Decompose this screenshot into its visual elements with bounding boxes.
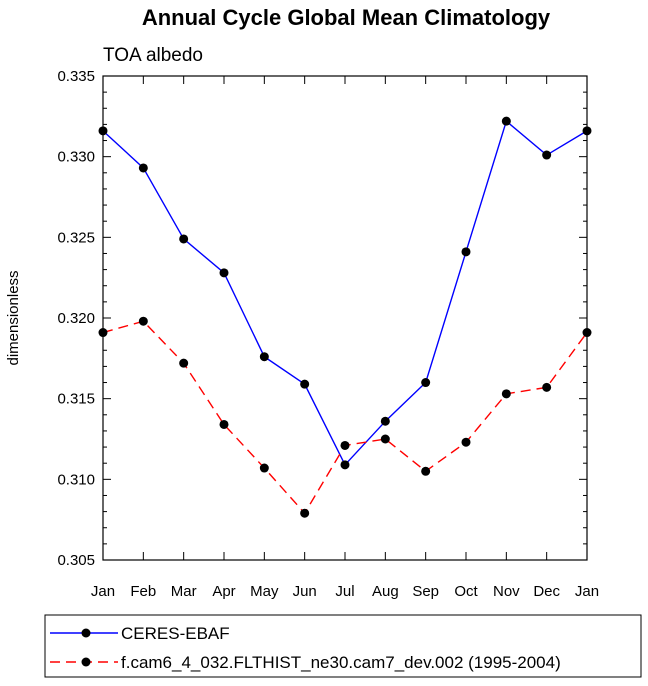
data-point — [461, 437, 471, 447]
x-tick-label: Nov — [493, 583, 520, 600]
data-point — [421, 378, 431, 388]
legend: CERES-EBAF f.cam6_4_032.FLTHIST_ne30.cam7… — [50, 624, 561, 672]
data-point — [340, 460, 350, 470]
data-point — [259, 352, 269, 362]
data-point — [582, 328, 592, 338]
data-point — [542, 382, 552, 392]
data-point — [138, 163, 148, 173]
legend-marker — [81, 628, 91, 638]
series-layer — [98, 116, 592, 518]
x-tick-label: Dec — [533, 583, 560, 600]
data-point — [501, 389, 511, 399]
series-line-1 — [102, 320, 588, 515]
x-tick-labels: Jan Feb Mar Apr May Jun Jul Aug Sep Oct Nov Dec Jan — [91, 583, 599, 600]
x-tick-label: Feb — [130, 583, 156, 600]
data-point — [179, 234, 189, 244]
x-tick-label: Jan — [91, 583, 115, 600]
data-point — [259, 463, 269, 473]
x-tick-label: Sep — [412, 583, 439, 600]
data-point — [582, 126, 592, 136]
legend-marker — [81, 657, 91, 667]
data-point — [219, 419, 229, 429]
x-tick-label: Jun — [293, 583, 317, 600]
data-point — [380, 416, 390, 426]
y-tick-label: 0.310 — [57, 471, 95, 488]
x-tick-label: Apr — [212, 583, 235, 600]
data-point — [219, 268, 229, 278]
data-point — [98, 126, 108, 136]
data-point — [421, 466, 431, 476]
y-tick-label: 0.315 — [57, 391, 95, 408]
x-tick-label: Oct — [454, 583, 478, 600]
data-point — [138, 316, 148, 326]
legend-box — [44, 614, 642, 678]
data-point — [340, 440, 350, 450]
data-point — [461, 247, 471, 257]
y-tick-label: 0.335 — [57, 68, 95, 85]
x-tick-label: Jan — [575, 583, 599, 600]
data-point — [300, 379, 310, 389]
plot-frame — [102, 75, 588, 561]
data-point — [98, 328, 108, 338]
data-point — [300, 508, 310, 518]
y-tick-label: 0.305 — [57, 552, 95, 569]
chart-title: Annual Cycle Global Mean Climatology — [142, 5, 551, 30]
x-tick-label: May — [250, 583, 279, 600]
chart-subtitle: TOA albedo — [103, 45, 203, 66]
x-tick-label: Jul — [335, 583, 354, 600]
y-tick-label: 0.320 — [57, 310, 95, 327]
data-point — [501, 116, 511, 126]
data-point — [380, 434, 390, 444]
data-point — [542, 150, 552, 160]
series-line-0 — [102, 119, 588, 467]
y-tick-label: 0.330 — [57, 149, 95, 166]
legend-label-1: f.cam6_4_032.FLTHIST_ne30.cam7_dev.002 (… — [121, 653, 561, 672]
y-tick-label: 0.325 — [57, 229, 95, 246]
x-tick-label: Aug — [372, 583, 399, 600]
y-axis-label: dimensionless — [5, 270, 22, 365]
legend-label-0: CERES-EBAF — [121, 624, 230, 643]
axis-ticks — [102, 75, 588, 561]
x-tick-label: Mar — [171, 583, 197, 600]
y-tick-labels: 0.305 0.310 0.315 0.320 0.325 0.330 0.335 — [57, 68, 95, 569]
data-point — [179, 358, 189, 368]
